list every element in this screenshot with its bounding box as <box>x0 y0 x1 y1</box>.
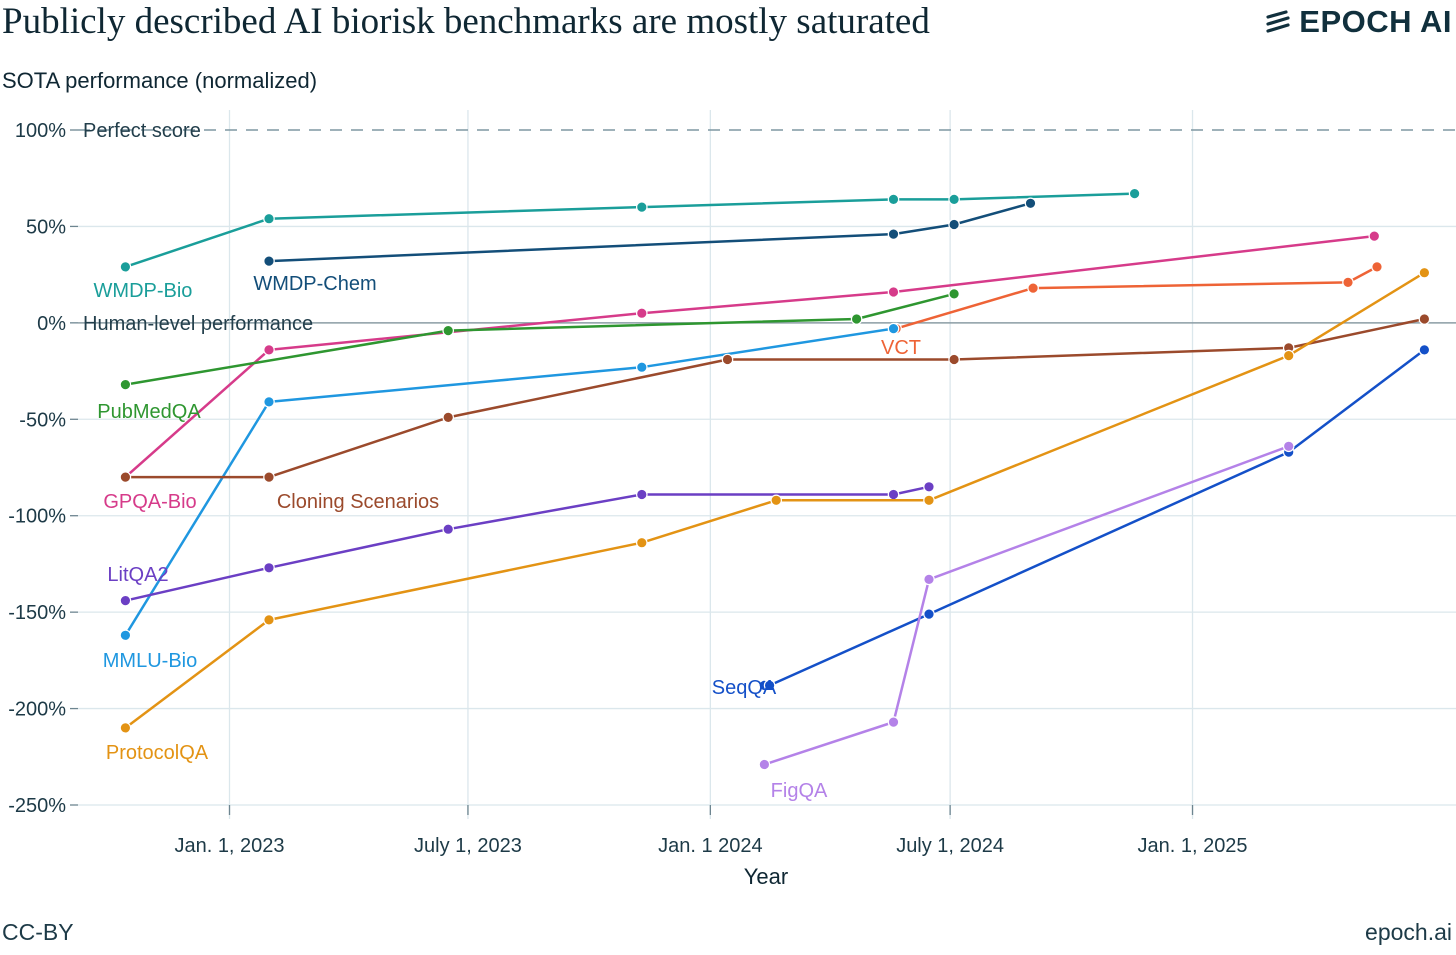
series-line <box>124 327 894 636</box>
data-point <box>887 488 900 501</box>
series-label: VCT <box>881 337 921 359</box>
series-labels: WMDP-Bio WMDP-Chem GPQA-Bio PubMedQA VCT MMLU… <box>94 273 921 802</box>
series-label: FigQA <box>771 780 828 802</box>
data-point <box>770 494 782 507</box>
data-point <box>635 536 648 549</box>
reference-line-label: Human-level performance <box>83 313 313 335</box>
y-tick-label: -100% <box>8 506 66 528</box>
data-point <box>1128 187 1141 200</box>
x-tick-label: July 1, 2023 <box>414 835 522 857</box>
data-point <box>442 523 454 535</box>
data-point <box>635 307 648 319</box>
data-point <box>948 218 960 231</box>
license-label: CC-BY <box>2 919 74 945</box>
data-point <box>948 288 960 300</box>
data-point <box>1342 276 1354 289</box>
series-label: MMLU-Bio <box>103 650 197 672</box>
y-tick-label: -50% <box>19 409 66 431</box>
series-line <box>125 292 955 386</box>
data-point <box>263 561 275 574</box>
y-tick-label: -200% <box>8 699 66 721</box>
data-point <box>887 322 900 335</box>
data-point <box>1418 266 1431 279</box>
data-point <box>635 361 648 373</box>
chart-title: Publicly described AI biorisk benchmarks… <box>2 1 930 42</box>
y-tick-label: -250% <box>8 795 66 817</box>
series-line <box>895 265 1378 330</box>
series-label: SeqQA <box>712 677 777 699</box>
data-point <box>758 758 771 771</box>
x-tick-label: Jan. 1 2024 <box>658 835 763 857</box>
data-point <box>119 594 132 607</box>
brand-name: EPOCH AI <box>1299 4 1452 39</box>
data-point <box>263 396 275 408</box>
data-point <box>119 378 132 391</box>
data-point <box>119 471 132 483</box>
series-label: ProtocolQA <box>106 742 209 764</box>
brand-logo[interactable]: EPOCH AI <box>1265 4 1452 40</box>
data-point <box>1368 230 1381 242</box>
series-line <box>268 202 1031 263</box>
data-point <box>1027 282 1039 294</box>
data-point <box>850 313 863 325</box>
series-line <box>125 485 930 602</box>
data-point <box>263 614 275 626</box>
data-point <box>263 471 275 483</box>
y-tick-label: 100% <box>15 120 66 142</box>
data-point <box>1418 313 1431 325</box>
data-point <box>948 353 960 366</box>
y-tick-label: -150% <box>8 602 66 624</box>
site-link[interactable]: epoch.ai <box>1365 919 1452 945</box>
data-point <box>887 228 900 240</box>
series-line <box>125 192 1135 269</box>
data-point <box>635 488 648 501</box>
data-point <box>263 344 275 356</box>
data-point <box>887 193 900 206</box>
data-point <box>263 212 275 225</box>
data-point <box>119 261 132 273</box>
series-label: WMDP-Chem <box>253 273 376 295</box>
data-point <box>1371 261 1383 273</box>
series-line <box>764 445 1290 766</box>
x-tick-label: Jan. 1, 2025 <box>1137 835 1247 857</box>
data-point <box>923 573 935 586</box>
data-point <box>887 716 900 728</box>
data-point <box>263 255 275 267</box>
reference-lines: Perfect score Human-level performance <box>78 120 1456 335</box>
data-point <box>721 353 734 366</box>
data-point <box>948 193 960 206</box>
data-point <box>923 608 935 620</box>
data-point <box>887 286 900 298</box>
x-axis-title: Year <box>744 864 788 889</box>
data-point <box>442 411 454 424</box>
data-point <box>763 679 776 692</box>
y-axis-title: SOTA performance (normalized) <box>2 68 318 93</box>
series-label: Cloning Scenarios <box>277 491 439 513</box>
series-label: GPQA-Bio <box>103 491 196 513</box>
data-point <box>923 494 935 507</box>
data-point <box>1418 344 1431 356</box>
series <box>119 187 1431 771</box>
data-point <box>119 722 132 734</box>
x-tick-label: Jan. 1, 2023 <box>174 835 284 857</box>
data-point <box>635 201 648 213</box>
data-point <box>442 324 454 337</box>
series-label: LitQA2 <box>107 564 168 586</box>
grid <box>78 110 1456 819</box>
data-point <box>923 480 935 493</box>
series-label: WMDP-Bio <box>94 280 193 302</box>
data-point <box>119 629 132 642</box>
data-point <box>1024 197 1037 210</box>
data-point <box>1282 349 1295 362</box>
axes: 100% 50% 0% -50% -100% -150% -200% -250% Jan. 1,… <box>8 120 1247 889</box>
x-tick-label: July 1, 2024 <box>896 835 1004 857</box>
epoch-logo-icon <box>1266 10 1290 33</box>
y-tick-label: 50% <box>26 216 66 238</box>
data-point <box>1282 440 1295 453</box>
y-tick-label: 0% <box>37 313 66 335</box>
reference-line-label: Perfect score <box>83 120 201 142</box>
series-label: PubMedQA <box>97 401 201 423</box>
